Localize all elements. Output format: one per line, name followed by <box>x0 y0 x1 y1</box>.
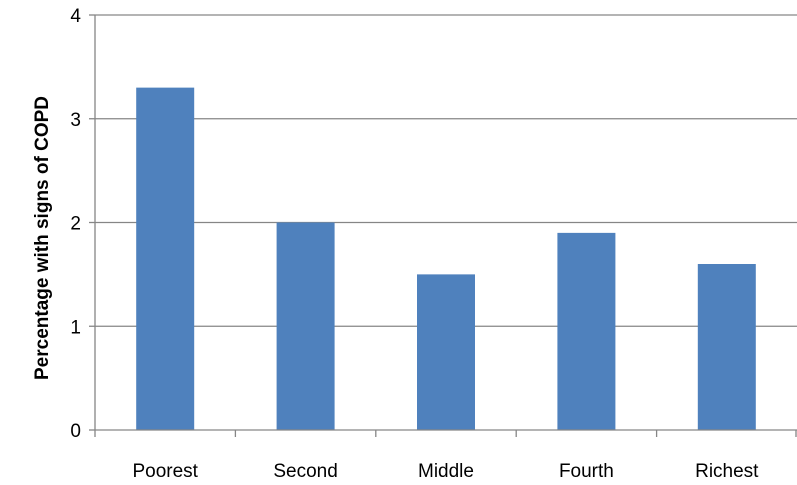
tick-labels: 0 1 2 3 4 Poorest Second Middle Fourth Richest <box>70 6 759 482</box>
y-tick-label-0: 0 <box>70 421 81 442</box>
bars <box>136 87 756 430</box>
y-axis-title: Percentage with signs of COPD <box>32 96 53 380</box>
bar-middle <box>417 274 475 430</box>
y-tick-label-1: 1 <box>70 317 81 338</box>
bar-second <box>276 222 335 430</box>
x-tick-label-poorest: Poorest <box>132 461 198 482</box>
y-tick-label-3: 3 <box>70 110 81 131</box>
axes <box>89 14 797 437</box>
x-tick-label-richest: Richest <box>695 461 759 482</box>
bar-richest <box>697 264 756 430</box>
x-tick-label-second: Second <box>273 461 337 482</box>
bar-fourth <box>557 232 616 430</box>
x-tick-label-fourth: Fourth <box>559 461 614 482</box>
bar-poorest <box>136 87 195 430</box>
x-tick-label-middle: Middle <box>418 461 474 482</box>
y-tick-label-4: 4 <box>70 6 81 27</box>
y-tick-label-2: 2 <box>70 214 81 235</box>
